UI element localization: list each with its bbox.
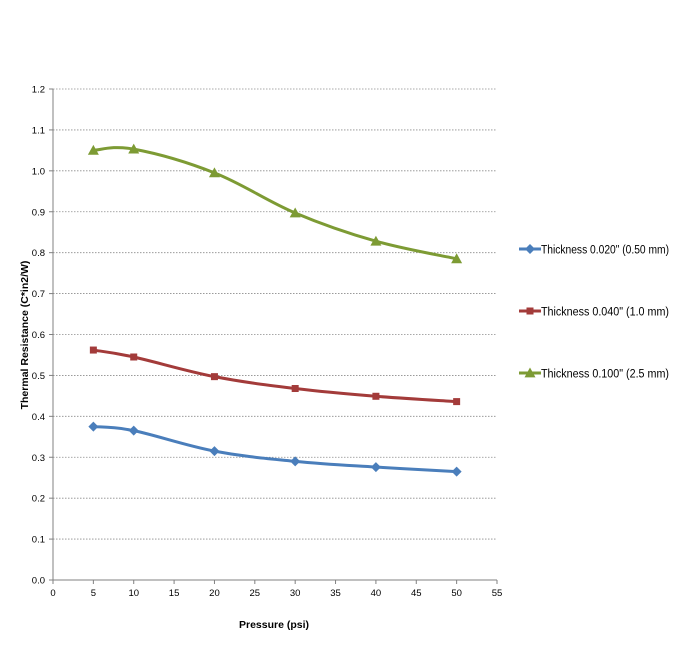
data-point — [451, 253, 463, 264]
legend-marker — [524, 367, 536, 378]
legend-marker — [525, 244, 535, 254]
x-axis-title: Pressure (psi) — [239, 619, 309, 631]
x-tick-label: 10 — [128, 588, 139, 599]
y-tick-label: 0.5 — [32, 371, 45, 382]
y-tick-label: 0.0 — [32, 576, 45, 587]
x-tick-label: 25 — [250, 588, 261, 599]
data-point — [370, 235, 382, 246]
data-point — [291, 385, 299, 393]
legend-label: Thickness 0.020" (0.50 mm) — [541, 245, 669, 257]
legend-marker — [526, 307, 534, 315]
x-tick-label: 50 — [451, 588, 462, 599]
data-point — [209, 446, 220, 457]
series-line — [91, 348, 459, 404]
data-point — [289, 207, 301, 218]
data-point — [89, 346, 97, 354]
series-layer — [87, 143, 463, 477]
y-tick-label: 0.4 — [32, 412, 45, 423]
y-tick-label: 0.7 — [32, 289, 45, 300]
x-tick-label: 35 — [330, 588, 341, 599]
axis-layer: 0.0 0.1 0.2 0.3 0.4 0.5 0.6 0.7 0.8 0.9 1.0 1.1 1.2 0… — [32, 85, 503, 600]
y-tick-label: 1.0 — [32, 166, 45, 177]
y-tick-label: 0.2 — [32, 494, 45, 505]
data-point — [208, 167, 220, 178]
y-tick-label: 0.6 — [32, 330, 45, 341]
y-tick-label: 0.3 — [32, 453, 45, 464]
data-point — [88, 421, 99, 432]
data-point — [128, 425, 139, 436]
legend-item-3: Thickness 0.100" (2.5 mm) — [519, 367, 669, 381]
y-tick-label: 1.2 — [32, 85, 45, 96]
data-point — [130, 353, 138, 361]
legend-label: Thickness 0.100" (2.5 mm) — [541, 369, 669, 381]
x-tick-label: 45 — [411, 588, 422, 599]
series-1 — [88, 421, 462, 477]
series-line — [91, 425, 459, 474]
data-point — [372, 392, 380, 400]
data-point — [451, 466, 462, 477]
legend-item-2: Thickness 0.040" (1.0 mm) — [519, 307, 669, 319]
y-tick-label: 1.1 — [32, 125, 45, 136]
legend-label: Thickness 0.040" (1.0 mm) — [541, 307, 669, 319]
legend-item-1: Thickness 0.020" (0.50 mm) — [519, 244, 669, 257]
data-point — [87, 144, 99, 155]
data-point — [453, 398, 461, 406]
x-tick-label: 20 — [209, 588, 220, 599]
series-2 — [89, 346, 461, 406]
y-tick-label: 0.8 — [32, 248, 45, 259]
y-tick-label: 0.9 — [32, 207, 45, 218]
x-tick-label: 5 — [91, 588, 96, 599]
y-tick-label: 0.1 — [32, 535, 45, 546]
data-point — [210, 373, 218, 381]
x-tick-label: 0 — [50, 588, 55, 599]
series-3 — [87, 143, 463, 264]
x-tick-label: 15 — [169, 588, 180, 599]
x-tick-label: 55 — [492, 588, 503, 599]
data-point — [128, 143, 140, 154]
y-axis-title: Thermal Resistance (C*in2/W) — [19, 261, 31, 410]
data-point — [290, 456, 301, 467]
x-tick-label: 30 — [290, 588, 301, 599]
data-point — [370, 462, 381, 473]
series-line — [91, 146, 459, 261]
x-tick-label: 40 — [371, 588, 382, 599]
legend: Thickness 0.020" (0.50 mm) Thickness 0.04… — [519, 244, 669, 381]
